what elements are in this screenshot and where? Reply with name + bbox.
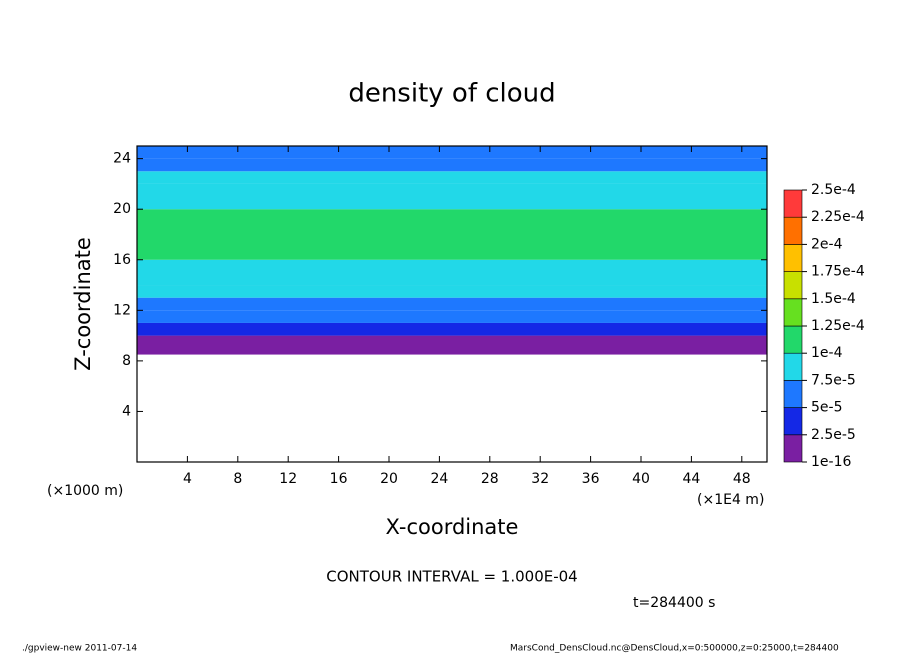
colorbar-label: 1e-4 [811, 345, 843, 361]
y-tick-label: 4 [122, 403, 131, 419]
x-tick-label: 48 [733, 471, 751, 487]
colorbar-swatch [783, 380, 803, 408]
colorbar-swatch [783, 298, 803, 327]
y-tick-label: 8 [122, 353, 131, 369]
y-tick-label: 12 [113, 302, 131, 318]
x-tick-label: 8 [233, 471, 242, 487]
colorbar-label: 2.5e-4 [811, 182, 856, 198]
x-tick-label: 16 [330, 471, 348, 487]
colorbar-swatch [783, 271, 803, 300]
field-band [137, 183, 767, 210]
y-tick-label: 24 [113, 151, 131, 167]
field-band [137, 310, 767, 323]
colorbar-label: 1.25e-4 [811, 318, 865, 334]
y-axis-label: Z-coordinate [71, 237, 95, 371]
y-tick-label: 20 [113, 201, 131, 217]
field-band [137, 259, 767, 286]
x-tick-label: 36 [582, 471, 600, 487]
field-band [137, 285, 767, 298]
colorbar-swatch [783, 216, 803, 245]
colorbar-label: 1.75e-4 [811, 264, 865, 280]
colorbar-label: 2.5e-5 [811, 427, 856, 443]
x-tick-label: 4 [183, 471, 192, 487]
x-tick-label: 28 [481, 471, 499, 487]
field-band [137, 297, 767, 311]
colorbar-swatch [783, 325, 803, 354]
field-band [137, 322, 767, 336]
field-band [137, 146, 767, 159]
colorbar-swatch [783, 244, 803, 272]
chart-title: density of cloud [348, 79, 555, 109]
colorbar-swatch [783, 352, 803, 381]
field-band [137, 158, 767, 172]
colorbar-label: 5e-5 [811, 400, 842, 416]
time-label: t=284400 s [633, 595, 715, 611]
x-tick-label: 12 [279, 471, 297, 487]
field-band [137, 209, 767, 260]
colorbar-label: 7.5e-5 [811, 372, 856, 388]
contour-interval: CONTOUR INTERVAL = 1.000E-04 [326, 568, 577, 586]
colorbar-swatch [783, 407, 803, 436]
colorbar-swatch [783, 434, 803, 463]
x-tick-label: 40 [632, 471, 650, 487]
colorbar-label: 1.5e-4 [811, 291, 856, 307]
x-tick-label: 32 [531, 471, 549, 487]
x-axis-label: X-coordinate [386, 515, 519, 539]
x-unit: (×1E4 m) [697, 492, 764, 508]
colorbar-label: 2e-4 [811, 236, 843, 252]
footer-right: MarsCond_DensCloud.nc@DensCloud,x=0:5000… [510, 644, 839, 654]
y-tick-label: 16 [113, 252, 131, 268]
x-tick-label: 44 [682, 471, 700, 487]
colorbar-swatch [783, 189, 803, 218]
plot-frame [136, 145, 768, 463]
x-tick-label: 20 [380, 471, 398, 487]
y-unit: (×1000 m) [47, 483, 123, 499]
field-band [137, 171, 767, 184]
colorbar-label: 2.25e-4 [811, 209, 865, 225]
x-tick-label: 24 [430, 471, 448, 487]
colorbar-label: 1e-16 [811, 454, 851, 470]
field-band [137, 335, 767, 355]
footer-left: ./gpview-new 2011-07-14 [22, 644, 137, 654]
